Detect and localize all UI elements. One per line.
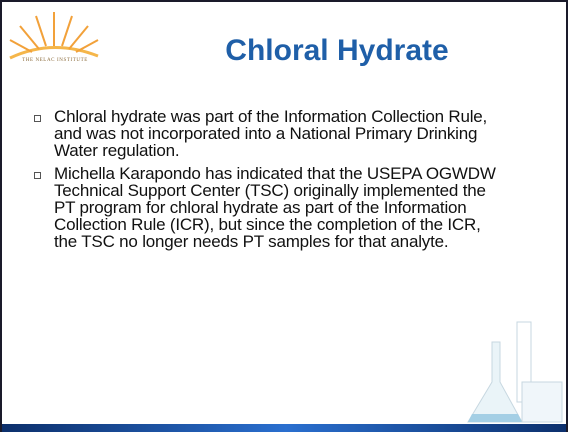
- sun-logo: [10, 12, 98, 58]
- bullet-text: Chloral hydrate was part of the Informat…: [54, 107, 487, 160]
- bullet-list: Chloral hydrate was part of the Informat…: [28, 108, 498, 256]
- logo-text: THE NELAC INSTITUTE: [6, 58, 104, 63]
- bullet-item: Michella Karapondo has indicated that th…: [28, 165, 498, 250]
- slide: THE NELAC INSTITUTE Chloral Hydrate Chlo…: [0, 0, 568, 432]
- bullet-item: Chloral hydrate was part of the Informat…: [28, 108, 498, 159]
- bullet-marker: [34, 172, 41, 179]
- bullet-marker: [34, 115, 41, 122]
- bullet-text: Michella Karapondo has indicated that th…: [54, 164, 496, 251]
- slide-title: Chloral Hydrate: [172, 34, 502, 68]
- bottom-bar: [2, 424, 568, 432]
- glassware: [468, 322, 562, 422]
